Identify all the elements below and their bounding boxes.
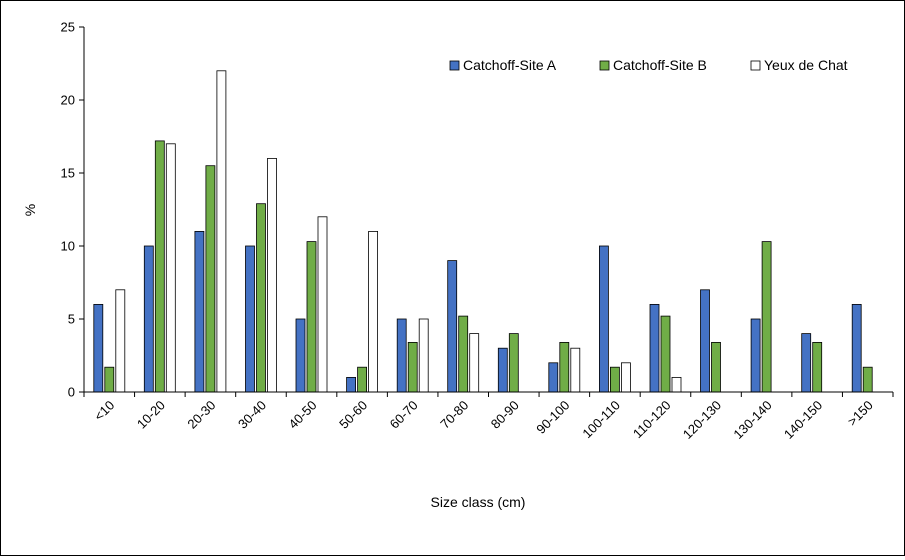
bars-group (94, 71, 872, 392)
bar (852, 304, 861, 392)
bar (661, 316, 670, 392)
bar (369, 231, 378, 392)
bar (560, 342, 569, 392)
y-tick-label: 0 (68, 385, 75, 400)
y-tick-label: 10 (61, 239, 75, 254)
bar (257, 204, 266, 392)
bar (701, 290, 710, 392)
bar (155, 141, 164, 392)
bar (358, 367, 367, 392)
x-tick-label: 110-120 (630, 398, 674, 442)
x-tick-label: 70-80 (437, 398, 471, 432)
bar (116, 290, 125, 392)
bar (166, 144, 175, 392)
bar (621, 363, 630, 392)
bar (268, 158, 277, 392)
x-tick-label: 120-130 (680, 398, 724, 442)
x-tick-label: 10-20 (134, 398, 168, 432)
legend-label: Catchoff-Site B (613, 57, 707, 73)
bar (498, 348, 507, 392)
bar (509, 334, 518, 392)
x-tick-label: 30-40 (235, 398, 269, 432)
legend-swatch (450, 61, 459, 70)
x-tick-label: >150 (845, 398, 876, 429)
bar (419, 319, 428, 392)
bar (318, 217, 327, 392)
bar (571, 348, 580, 392)
x-tick-label: 50-60 (336, 398, 370, 432)
bar (863, 367, 872, 392)
y-tick-label: 20 (61, 93, 75, 108)
x-tick-label: 60-70 (387, 398, 421, 432)
bar (144, 246, 153, 392)
bar (599, 246, 608, 392)
bar (751, 319, 760, 392)
bar (217, 71, 226, 392)
bar (650, 304, 659, 392)
legend-swatch (600, 61, 609, 70)
bar (762, 242, 771, 392)
bar (408, 342, 417, 392)
y-tick-label: 15 (61, 166, 75, 181)
y-axis-label: % (22, 204, 38, 216)
bar (672, 377, 681, 392)
bar (397, 319, 406, 392)
legend: Catchoff-Site A Catchoff-Site B Yeux de Ch… (450, 57, 848, 73)
bar (347, 377, 356, 392)
y-tick-label: 5 (68, 312, 75, 327)
bar (307, 242, 316, 392)
legend-swatch (751, 61, 760, 70)
x-tick-label: 130-140 (730, 398, 774, 442)
x-ticks-group: <10 10-20 20-30 30-40 40-50 50-60 60-70 70-80 80… (84, 392, 893, 442)
x-tick-label: 100-110 (579, 398, 623, 442)
x-tick-label: 90-100 (533, 398, 572, 437)
y-ticks-group: 0 5 10 15 20 25 (61, 20, 84, 400)
bar (94, 304, 103, 392)
x-tick-label: 80-90 (488, 398, 522, 432)
bar (813, 342, 822, 392)
x-tick-label: 20-30 (184, 398, 218, 432)
bar (549, 363, 558, 392)
y-tick-label: 25 (61, 20, 75, 35)
bar (448, 261, 457, 392)
legend-label: Catchoff-Site A (463, 57, 557, 73)
bar (246, 246, 255, 392)
x-tick-label: 140-150 (781, 398, 825, 442)
bar (105, 367, 114, 392)
bar (296, 319, 305, 392)
bar (802, 334, 811, 392)
bar (195, 231, 204, 392)
legend-label: Yeux de Chat (764, 57, 848, 73)
bar (610, 367, 619, 392)
bar (712, 342, 721, 392)
x-tick-label: <10 (91, 398, 117, 424)
x-axis-label: Size class (cm) (431, 494, 526, 510)
bar (470, 334, 479, 392)
x-tick-label: 40-50 (286, 398, 320, 432)
bar (459, 316, 468, 392)
bar (206, 166, 215, 392)
